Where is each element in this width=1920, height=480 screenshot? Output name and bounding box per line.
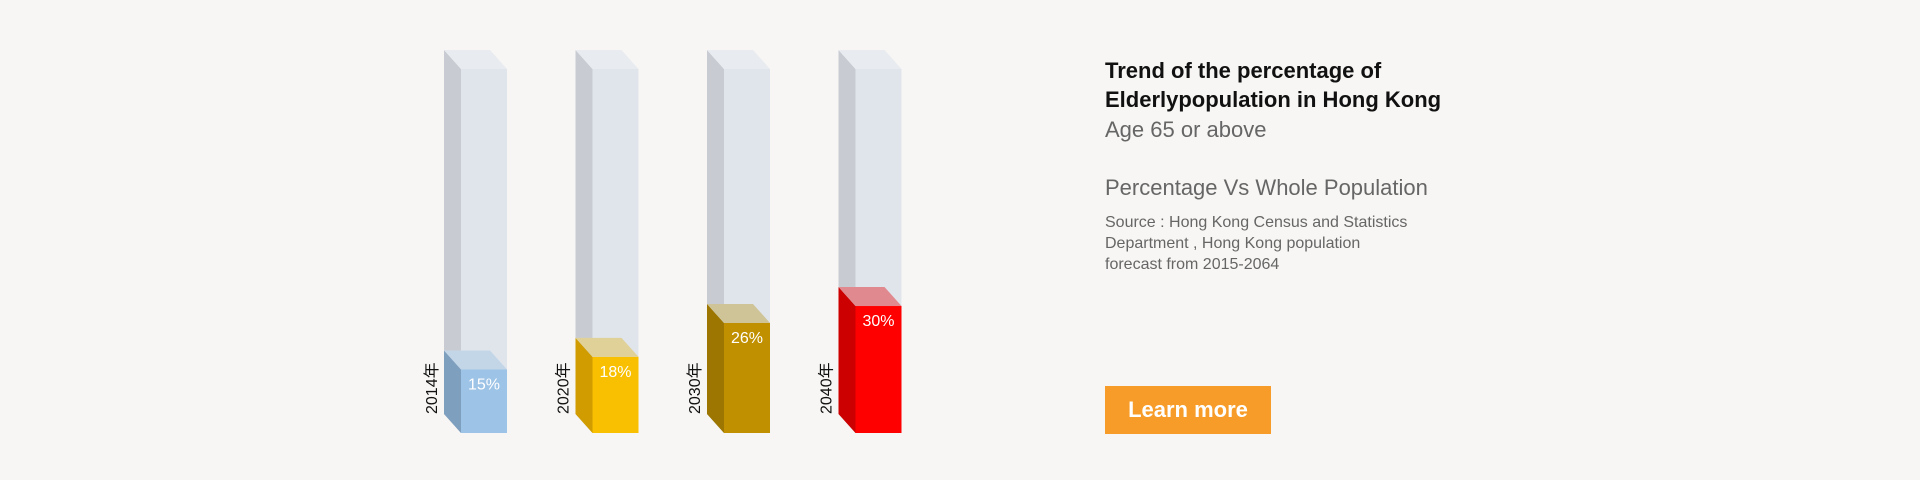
source-line-1: Source : Hong Kong Census and Statistics — [1105, 214, 1408, 231]
category-label: 2040年 — [818, 362, 836, 414]
bar-glass-side — [444, 50, 461, 433]
bar-fill-front — [592, 356, 639, 433]
category-label: 2014年 — [423, 362, 441, 414]
source-line-3: forecast from 2015-2064 — [1105, 256, 1280, 273]
bar-fill-side — [575, 337, 593, 433]
bar-fill-side — [707, 303, 724, 433]
bar-value-label: 26% — [731, 330, 763, 347]
bar-glass-top — [444, 50, 507, 69]
bar-fill-side — [838, 287, 856, 433]
bar-glass-side — [575, 50, 593, 433]
learn-more-button[interactable]: Learn more — [1105, 386, 1271, 434]
bar-value-label: 30% — [862, 313, 894, 330]
elderly-population-bar-chart: 15% 2014年 18% 2020年 26% 2030年 30% 2040年 — [423, 50, 902, 433]
bar-fill-front — [724, 322, 770, 433]
bar-fill-front — [461, 369, 507, 433]
bar-fill-front — [855, 306, 902, 433]
chart-title: Trend of the percentage of Elderlypopulat… — [1105, 56, 1525, 114]
source-line-2: Department , Hong Kong population — [1105, 235, 1361, 252]
category-label: 2030年 — [686, 362, 704, 414]
bar-fill-top — [838, 287, 902, 307]
subtitle: Age 65 or above — [1105, 117, 1267, 142]
source-note: Source : Hong Kong Census and Statistics… — [1105, 212, 1465, 275]
category-label: 2020年 — [555, 362, 573, 414]
bar-glass-top — [575, 50, 639, 69]
bar-fill-side — [444, 350, 461, 433]
bar-value-label: 15% — [468, 377, 500, 394]
title-line-2: Elderlypopulation in Hong Kong — [1105, 87, 1442, 112]
chart-info-panel: Trend of the percentage of Elderlypopulat… — [1105, 56, 1525, 275]
bar-glass-top — [707, 50, 770, 69]
bar-glass-top — [838, 50, 902, 69]
bar-value-label: 18% — [599, 364, 631, 381]
title-line-1: Trend of the percentage of — [1105, 58, 1382, 83]
bar-fill-top — [575, 337, 639, 357]
bar-fill-top — [444, 350, 507, 370]
measure-label: Percentage Vs Whole Population — [1105, 175, 1428, 200]
bar-fill-top — [707, 303, 770, 323]
